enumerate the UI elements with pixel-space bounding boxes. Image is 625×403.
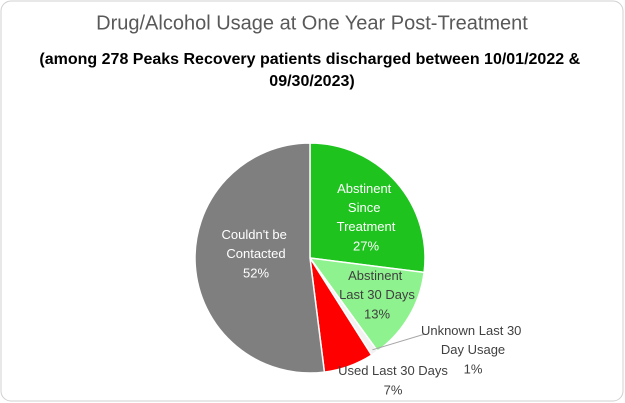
data-label: Abstinent Last 30 Days — [339, 268, 415, 302]
data-value-label: 7% — [384, 382, 403, 397]
data-label: Abstinent Since Treatment — [337, 181, 396, 234]
data-value-label: 1% — [464, 361, 483, 376]
data-value-label: 13% — [364, 306, 390, 321]
pie-slice — [309, 142, 426, 274]
data-label: Used Last 30 Days — [338, 363, 448, 378]
pie-slice — [194, 142, 326, 374]
pie-slice — [308, 257, 425, 353]
data-label: Couldn't be Contacted — [222, 227, 291, 261]
data-value-label: 27% — [353, 238, 379, 253]
data-label: Unknown Last 30 Day Usage — [421, 323, 525, 357]
chart-subtitle: (among 278 Peaks Recovery patients disch… — [39, 51, 584, 90]
leader-line — [372, 333, 426, 351]
data-value-label: 52% — [243, 265, 269, 280]
chart-title: Drug/Alcohol Usage at One Year Post-Trea… — [96, 12, 528, 34]
